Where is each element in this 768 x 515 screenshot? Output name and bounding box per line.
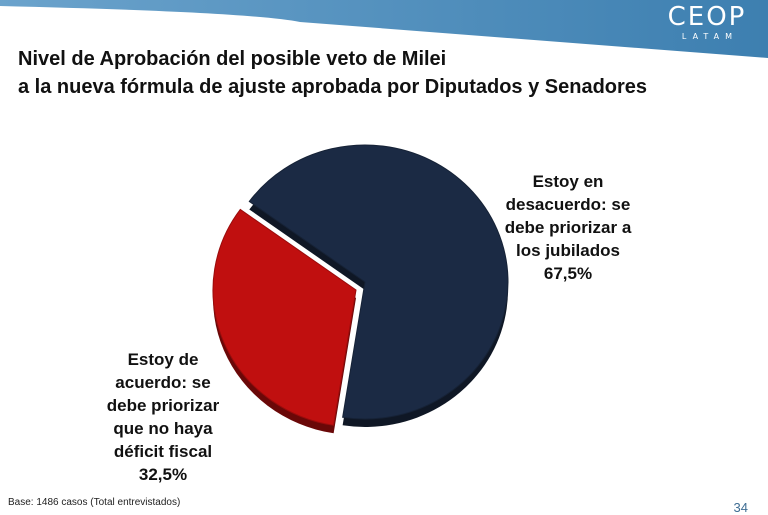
label-desacuerdo-line: Estoy en (532, 172, 604, 191)
brand-sub: LATAM (681, 32, 739, 41)
title-line-2: a la nueva fórmula de ajuste aprobada po… (18, 76, 648, 98)
label-acuerdo-line: acuerdo: se (115, 373, 211, 392)
label-acuerdo-value: 32,5% (138, 465, 188, 484)
label-desacuerdo: Estoy en desacuerdo: se debe priorizar a… (498, 170, 638, 285)
brand-logo: CEOP LATAM (662, 2, 752, 42)
label-acuerdo-line: debe priorizar (106, 396, 220, 415)
header-banner (0, 0, 768, 58)
pie-slice-1 (248, 144, 509, 420)
title-line-1: Nivel de Aprobación del posible veto de … (18, 48, 447, 70)
page-title: Nivel de Aprobación del posible veto de … (18, 45, 758, 101)
label-desacuerdo-value: 67,5% (543, 264, 593, 283)
label-acuerdo-line: Estoy de (127, 350, 199, 369)
brand-name: CEOP (667, 2, 747, 32)
label-acuerdo-line: que no haya (113, 419, 213, 438)
pie-slice-2 (212, 208, 357, 426)
label-desacuerdo-line: los jubilados (516, 241, 620, 260)
base-footnote: Base: 1486 casos (Total entrevistados) (8, 497, 181, 508)
label-acuerdo-line: déficit fiscal (113, 442, 213, 461)
label-desacuerdo-line: desacuerdo: se (505, 195, 631, 214)
page-number: 34 (733, 500, 748, 515)
label-acuerdo: Estoy de acuerdo: se debe priorizar que … (88, 348, 238, 486)
label-desacuerdo-line: debe priorizar a (504, 218, 632, 237)
